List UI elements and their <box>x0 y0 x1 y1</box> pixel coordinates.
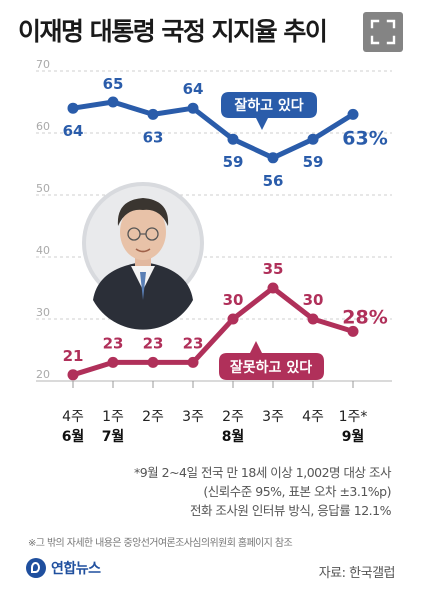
series-name: 잘하고 있다 <box>234 97 303 114</box>
data-label: 28% <box>342 306 387 328</box>
x-tick-label: 2주 <box>222 409 244 425</box>
data-label: 30 <box>223 291 244 309</box>
data-label: 35 <box>263 260 284 278</box>
data-point <box>67 369 79 381</box>
data-label: 59 <box>303 153 324 171</box>
y-tick-label: 40 <box>36 244 50 257</box>
data-point <box>147 108 159 120</box>
data-point <box>107 356 119 368</box>
y-tick-label: 50 <box>36 182 50 195</box>
x-tick-label: 4주 <box>302 409 324 425</box>
x-group-label: 7월 <box>102 428 125 445</box>
y-tick-label: 60 <box>36 120 50 133</box>
data-label: 23 <box>103 334 124 352</box>
chart-series: 64 65 63 64 59 56 59 63% 21 23 23 23 30 35 30 28% <box>63 75 388 381</box>
note-line: (신뢰수준 95%, 표본 오차 ±3.1%p) <box>203 484 391 499</box>
chart-grid: 20 30 40 50 60 70 <box>36 58 392 382</box>
data-label: 30 <box>303 291 324 309</box>
x-tick-label: 3주 <box>262 409 284 425</box>
bad-callout-bubble <box>219 341 324 380</box>
data-point <box>307 313 319 325</box>
data-label: 23 <box>183 334 204 352</box>
logo-text: 연합뉴스 <box>51 561 101 577</box>
series-name: 잘못하고 있다 <box>230 359 312 376</box>
yonhap-logo-icon <box>26 558 46 578</box>
data-label: 56 <box>263 172 284 190</box>
data-point <box>187 102 199 114</box>
data-label: 63 <box>143 128 164 146</box>
data-point <box>67 102 79 114</box>
y-tick-label: 70 <box>36 58 50 71</box>
x-tick-label: 2주 <box>142 409 164 425</box>
x-tick-label: 1주* <box>339 409 368 425</box>
x-group-label: 6월 <box>62 428 85 445</box>
x-tick-label: 1주 <box>102 409 124 425</box>
series-line <box>72 285 354 378</box>
president-portrait <box>82 182 204 330</box>
data-label: 63% <box>342 127 387 149</box>
data-point <box>227 133 239 145</box>
data-point <box>347 108 359 120</box>
y-tick-label: 30 <box>36 306 50 319</box>
data-point <box>307 133 319 145</box>
data-label: 64 <box>63 122 84 140</box>
expand-button[interactable] <box>363 12 403 52</box>
data-point <box>227 313 239 325</box>
x-group-label: 8월 <box>222 428 245 445</box>
data-label: 65 <box>103 75 124 93</box>
data-label: 64 <box>183 80 204 98</box>
data-point <box>267 152 279 164</box>
x-group-label: 9월 <box>342 428 365 445</box>
note-line: *9월 2~4일 전국 만 18세 이상 1,002명 대상 조사 <box>133 465 392 480</box>
note-line: 전화 조사원 인터뷰 방식, 응답률 12.1% <box>189 503 392 518</box>
data-label: 23 <box>143 334 164 352</box>
page-title: 이재명 대통령 국정 지지율 추이 <box>18 17 328 46</box>
line-chart: 20 30 40 50 60 70 64 65 63 64 59 56 59 63% 21 23 23 23 30… <box>36 58 392 445</box>
good-callout-bubble <box>221 92 317 130</box>
source-label: 자료: 한국갤럽 <box>318 566 396 581</box>
expand-icon <box>370 19 396 45</box>
data-point <box>187 356 199 368</box>
x-tick-label: 3주 <box>182 409 204 425</box>
data-point <box>347 325 359 337</box>
data-label: 59 <box>223 153 244 171</box>
data-point <box>267 282 279 294</box>
survey-notes: *9월 2~4일 전국 만 18세 이상 1,002명 대상 조사 (신뢰수준 … <box>133 463 392 520</box>
x-axis: 4주 6월 1주 7월 2주 3주 2주 8월 3주 4주 1주* 9월 <box>62 381 368 445</box>
x-tick-label: 4주 <box>62 409 84 425</box>
series-line <box>72 99 355 161</box>
footnote: ※그 밖의 자세한 내용은 중앙선거여론조사심의위원회 홈페이지 참조 <box>28 538 293 549</box>
y-tick-label: 20 <box>36 368 50 381</box>
brand-logo: 연합뉴스 <box>26 558 101 578</box>
data-label: 21 <box>63 347 84 365</box>
data-point <box>147 356 159 368</box>
data-point <box>107 96 119 108</box>
